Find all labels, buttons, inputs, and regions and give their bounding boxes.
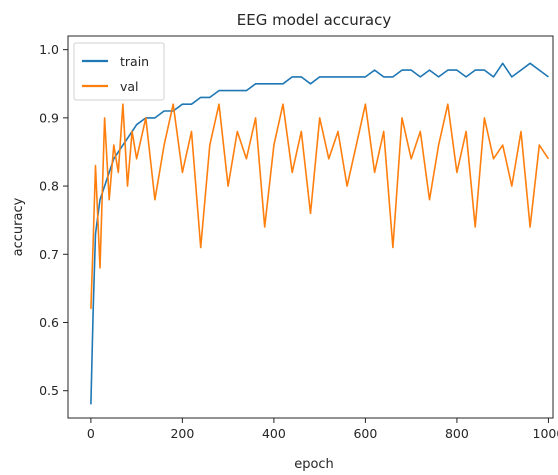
x-tick-label: 0 <box>87 426 95 441</box>
y-tick-label: 0.9 <box>39 110 59 125</box>
legend-box <box>73 42 165 101</box>
series-line-val <box>90 103 550 309</box>
series-line-train <box>90 62 549 405</box>
y-tick-label: 1.0 <box>39 42 59 57</box>
y-axis-ticks: 0.5 0.6 0.7 0.8 0.9 1.0 <box>39 42 68 398</box>
x-tick-label: 600 <box>353 426 377 441</box>
y-tick-label: 0.6 <box>39 315 59 330</box>
legend-label-val: val <box>120 79 139 94</box>
x-axis-label: epoch <box>294 457 334 472</box>
x-tick-label: 400 <box>262 426 286 441</box>
y-axis-label: accuracy <box>11 197 26 256</box>
series-layer <box>90 62 550 405</box>
y-tick-label: 0.7 <box>39 247 59 262</box>
chart-title: EEG model accuracy <box>237 11 392 29</box>
x-tick-label: 800 <box>445 426 469 441</box>
x-tick-label: 200 <box>170 426 194 441</box>
legend: train val <box>73 42 165 101</box>
legend-label-train: train <box>120 54 149 69</box>
y-tick-label: 0.8 <box>39 179 59 194</box>
y-tick-label: 0.5 <box>39 383 59 398</box>
